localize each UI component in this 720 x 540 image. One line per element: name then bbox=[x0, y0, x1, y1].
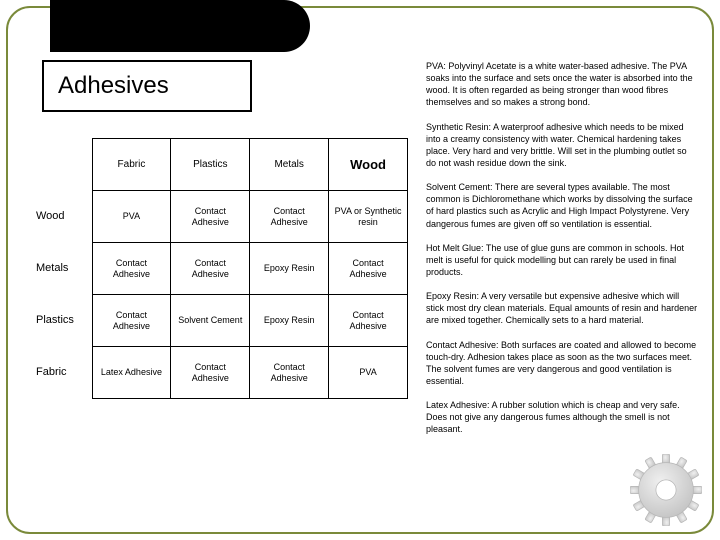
table-cell: Contact Adhesive bbox=[171, 243, 250, 295]
gear-icon bbox=[630, 454, 702, 526]
col-header: Plastics bbox=[171, 139, 250, 191]
row-header: Metals bbox=[28, 243, 92, 295]
table-cell: Epoxy Resin bbox=[250, 295, 329, 347]
table-cell: Contact Adhesive bbox=[250, 191, 329, 243]
col-header: Fabric bbox=[92, 139, 171, 191]
content: Adhesives Fabric Plastics Metals Wood Wo… bbox=[28, 60, 698, 522]
table-cell: Contact Adhesive bbox=[329, 243, 408, 295]
desc-solvent-cement: Solvent Cement: There are several types … bbox=[426, 181, 698, 230]
col-header: Metals bbox=[250, 139, 329, 191]
table-cell: PVA or Synthetic resin bbox=[329, 191, 408, 243]
col-header: Wood bbox=[329, 139, 408, 191]
table-cell: Contact Adhesive bbox=[171, 191, 250, 243]
corner-accent bbox=[50, 0, 310, 52]
row-header: Plastics bbox=[28, 295, 92, 347]
table-row: Wood PVA Contact Adhesive Contact Adhesi… bbox=[28, 191, 408, 243]
desc-synthetic-resin: Synthetic Resin: A waterproof adhesive w… bbox=[426, 121, 698, 170]
table-cell: PVA bbox=[92, 191, 171, 243]
table-cell: Contact Adhesive bbox=[92, 243, 171, 295]
table-row: Metals Contact Adhesive Contact Adhesive… bbox=[28, 243, 408, 295]
table-row: Fabric Latex Adhesive Contact Adhesive C… bbox=[28, 347, 408, 399]
table-cell: Epoxy Resin bbox=[250, 243, 329, 295]
table-cell: PVA bbox=[329, 347, 408, 399]
table-cell: Latex Adhesive bbox=[92, 347, 171, 399]
left-column: Adhesives Fabric Plastics Metals Wood Wo… bbox=[28, 60, 408, 522]
desc-contact-adhesive: Contact Adhesive: Both surfaces are coat… bbox=[426, 339, 698, 388]
row-header: Wood bbox=[28, 191, 92, 243]
table-cell: Contact Adhesive bbox=[329, 295, 408, 347]
row-header: Fabric bbox=[28, 347, 92, 399]
table-cell: Contact Adhesive bbox=[92, 295, 171, 347]
descriptions: PVA: Polyvinyl Acetate is a white water-… bbox=[426, 60, 698, 522]
table-header-row: Fabric Plastics Metals Wood bbox=[28, 139, 408, 191]
table-corner-blank bbox=[28, 139, 92, 191]
desc-pva: PVA: Polyvinyl Acetate is a white water-… bbox=[426, 60, 698, 109]
table-cell: Solvent Cement bbox=[171, 295, 250, 347]
page-title: Adhesives bbox=[42, 60, 252, 112]
desc-hot-melt: Hot Melt Glue: The use of glue guns are … bbox=[426, 242, 698, 278]
adhesives-table: Fabric Plastics Metals Wood Wood PVA Con… bbox=[28, 138, 408, 399]
table-cell: Contact Adhesive bbox=[250, 347, 329, 399]
table-cell: Contact Adhesive bbox=[171, 347, 250, 399]
desc-epoxy: Epoxy Resin: A very versatile but expens… bbox=[426, 290, 698, 326]
table-row: Plastics Contact Adhesive Solvent Cement… bbox=[28, 295, 408, 347]
desc-latex: Latex Adhesive: A rubber solution which … bbox=[426, 399, 698, 435]
